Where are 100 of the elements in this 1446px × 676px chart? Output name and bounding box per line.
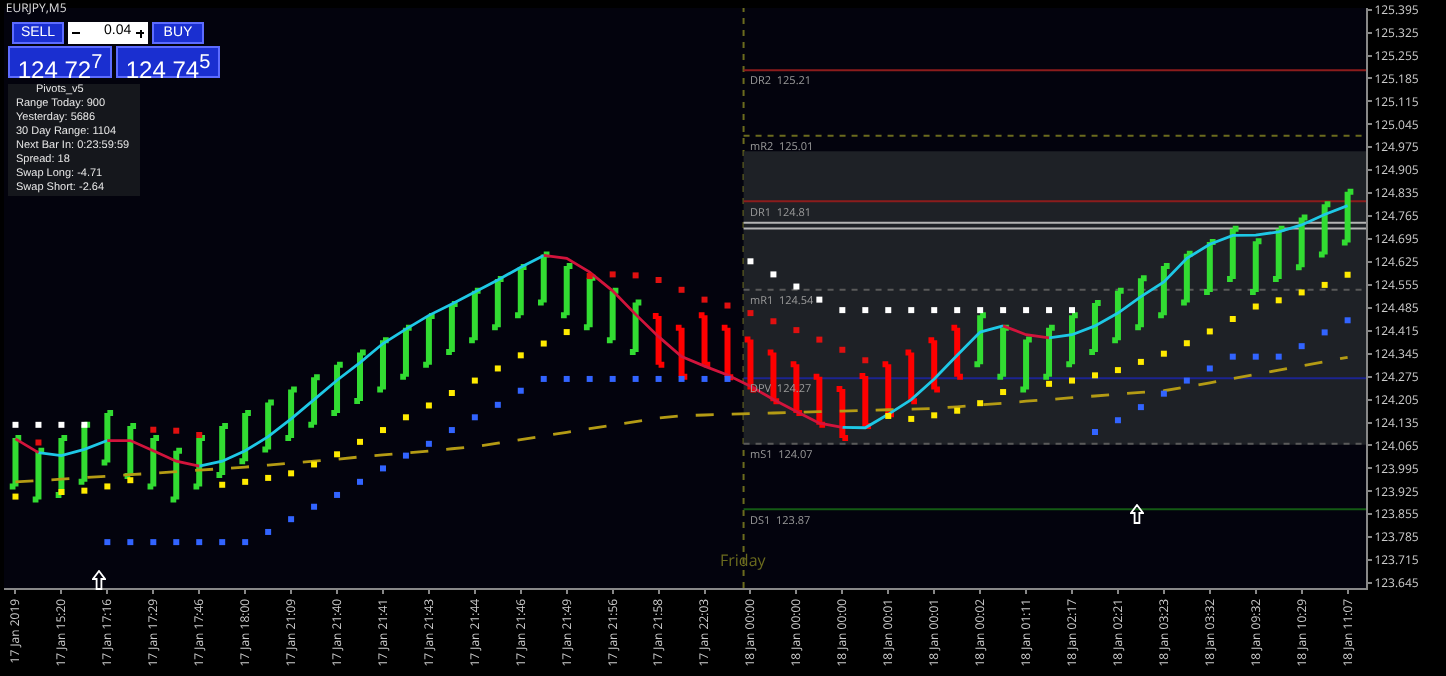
point [494,365,501,372]
point [425,440,432,447]
point [1091,372,1098,379]
point [357,478,363,485]
annotation: 124 72$^{7}$ [8,46,112,84]
point [242,478,249,485]
point [885,307,892,314]
point [1275,297,1282,304]
point [908,415,915,422]
point [1183,340,1190,347]
point [402,452,409,459]
point [1137,358,1144,365]
point [885,412,892,419]
point [379,465,386,472]
point [793,283,800,290]
point [471,377,478,384]
point [931,412,938,419]
point [12,493,19,500]
point [1091,429,1098,436]
point [58,421,65,428]
point [816,296,823,303]
point [1069,307,1076,314]
point [908,307,915,314]
point [311,503,318,510]
point [1252,303,1259,310]
point [1298,289,1305,296]
point [678,286,685,293]
point [12,421,19,428]
point [701,375,708,382]
point [425,402,432,409]
point [35,421,42,428]
point [471,414,478,421]
point [494,401,501,408]
point [104,539,111,546]
point [1000,307,1007,314]
point [839,346,846,353]
point [1252,353,1259,360]
point [1344,271,1351,278]
point [127,539,134,546]
point [219,539,226,546]
point [1160,350,1167,357]
point [58,488,65,495]
point [517,352,524,359]
point [379,427,386,434]
point [265,474,272,481]
point [954,407,961,414]
ref-line-label: Friday [720,550,768,572]
point [862,307,869,314]
point [104,483,111,490]
point [655,375,662,382]
point [1046,380,1053,387]
point [517,387,524,394]
point [288,516,295,523]
point [1206,365,1213,372]
point [1137,404,1144,411]
point [586,273,593,280]
point [334,491,341,498]
point [1206,328,1213,335]
point [724,375,731,382]
point [839,307,846,314]
point [1046,307,1053,314]
point [1160,390,1167,397]
point [1298,343,1305,350]
point [1114,417,1121,424]
point [862,357,869,364]
point [1321,329,1328,336]
point [563,329,570,336]
point [655,276,662,283]
point [150,539,157,546]
point [1229,353,1236,360]
point [1000,389,1007,396]
point [632,375,639,382]
point [609,271,616,278]
point [1321,281,1328,288]
point [540,340,547,347]
annotation: 124 74$^{5}$ [116,46,220,84]
point [150,426,157,433]
point [81,487,88,494]
point [1344,317,1351,324]
point [242,539,249,546]
point [1229,315,1236,322]
point [35,439,42,446]
point [793,327,800,334]
point [609,375,616,382]
point [678,375,685,382]
point [334,451,341,458]
line-series [14,355,1350,484]
point [219,481,226,488]
point [770,318,777,325]
point [1023,307,1030,314]
point [977,307,984,314]
point [724,302,731,309]
point [288,470,295,477]
point [196,539,203,546]
point [311,461,318,468]
point [563,375,570,382]
point [1069,377,1076,384]
point [173,427,180,434]
point [632,272,639,279]
point [196,431,203,438]
